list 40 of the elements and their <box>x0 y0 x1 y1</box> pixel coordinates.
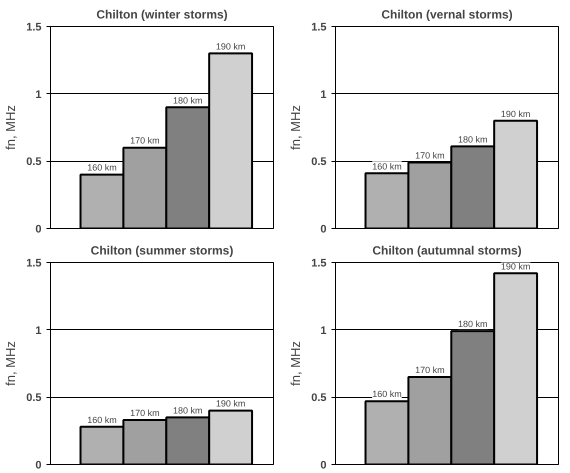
y-axis-title: fn, MHz <box>288 105 304 150</box>
x-tick-label: 180 km <box>172 405 202 416</box>
x-tick-label: 160 km <box>87 414 117 425</box>
y-tick-label: 1 <box>35 88 42 101</box>
y-tick-label: 1.5 <box>26 22 42 34</box>
x-tick-label: 190 km <box>500 261 530 272</box>
x-tick-label: 170 km <box>130 136 160 146</box>
y-axis-title: fn, MHz <box>288 341 304 386</box>
x-tick-label: 160 km <box>372 161 402 172</box>
y-tick-label: 0 <box>320 224 327 236</box>
y-tick-label: 1 <box>320 324 327 337</box>
x-tick-label: 180 km <box>458 134 488 144</box>
y-tick-label: 0.5 <box>26 156 42 168</box>
x-tick-label: 160 km <box>372 389 402 400</box>
x-tick-label: 180 km <box>172 95 202 106</box>
y-tick-label: 0 <box>320 460 327 472</box>
y-tick-label: 0.5 <box>311 392 327 404</box>
x-tick-label: 170 km <box>130 408 160 418</box>
y-axis-title: fn, MHz <box>3 105 18 150</box>
y-tick-label: 1.5 <box>311 22 327 34</box>
y-tick-label: 1.5 <box>26 258 42 270</box>
chart-title: Chilton (vernal storms) <box>381 8 513 22</box>
y-axis-title: fn, MHz <box>3 341 18 386</box>
x-tick-label: 160 km <box>87 162 117 173</box>
x-tick-label: 190 km <box>216 41 246 52</box>
x-tick-label: 190 km <box>216 398 246 409</box>
chart-title: Chilton (autumnal storms) <box>372 244 522 258</box>
y-tick-label: 0 <box>35 224 42 236</box>
x-tick-label: 190 km <box>500 108 530 119</box>
y-tick-label: 0.5 <box>26 392 42 404</box>
x-tick-label: 170 km <box>415 150 445 161</box>
chart-title: Chilton (summer storms) <box>90 244 234 258</box>
x-tick-label: 170 km <box>415 364 445 375</box>
chart-title: Chilton (winter storms) <box>96 8 228 22</box>
y-tick-label: 1 <box>320 88 327 101</box>
y-tick-label: 0.5 <box>311 156 327 168</box>
y-tick-label: 1 <box>35 324 42 337</box>
x-tick-label: 180 km <box>458 319 488 330</box>
y-tick-label: 1.5 <box>311 258 327 270</box>
y-tick-label: 0 <box>35 460 42 472</box>
